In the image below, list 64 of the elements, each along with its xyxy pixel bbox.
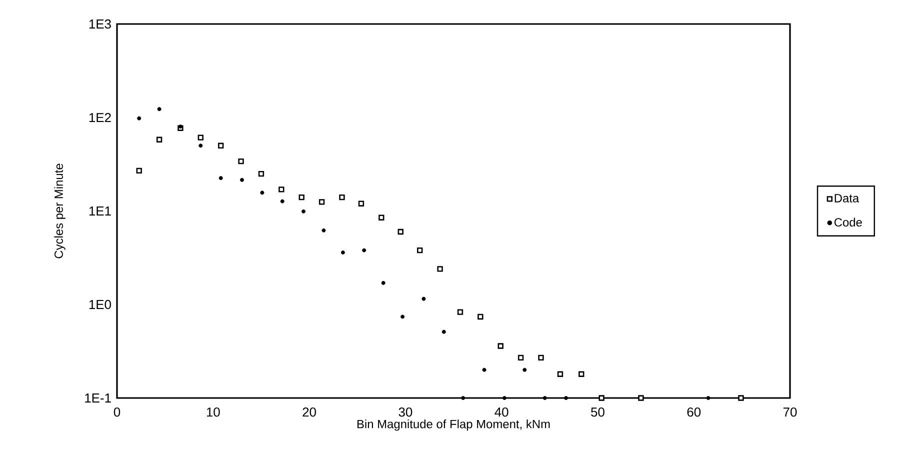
point [198, 144, 203, 148]
legend-label: Code [834, 218, 862, 227]
point [564, 396, 568, 400]
x-tick-label: 30 [398, 407, 412, 417]
point [362, 248, 366, 252]
point [157, 107, 162, 112]
point [240, 178, 244, 182]
y-tick-label: 1E1 [89, 206, 111, 216]
point [522, 368, 527, 372]
point [238, 158, 244, 164]
point [378, 214, 384, 220]
point [478, 314, 484, 320]
point [260, 190, 264, 195]
point [706, 396, 710, 400]
x-tick-label: 60 [687, 407, 701, 417]
point [137, 116, 142, 120]
point [502, 396, 506, 400]
point [398, 228, 404, 235]
y-tick-label: 1E2 [89, 112, 111, 122]
point [557, 371, 564, 377]
x-tick-label: 40 [494, 407, 508, 417]
point [339, 194, 345, 200]
point [542, 396, 547, 400]
point [218, 142, 224, 148]
point [278, 186, 284, 192]
point [280, 199, 284, 204]
x-tick-label: 0 [114, 407, 120, 417]
y-tick-label: 1E3 [89, 19, 111, 29]
point [498, 343, 504, 349]
point [417, 247, 423, 254]
point [322, 228, 326, 232]
y-axis-title: Cycles per Minute [54, 164, 66, 258]
point [198, 134, 204, 140]
point [538, 354, 544, 361]
point [738, 395, 744, 401]
point [136, 168, 142, 174]
x-tick-label: 50 [591, 407, 604, 417]
point [461, 396, 466, 400]
y-tick-label: 1E0 [89, 300, 111, 310]
x-tick-label: 70 [783, 407, 797, 417]
point [381, 280, 386, 285]
point [598, 395, 604, 401]
point [422, 296, 426, 301]
point [457, 309, 464, 315]
x-tick-label: 10 [206, 407, 220, 417]
legend-label: Data [834, 194, 860, 202]
point [358, 200, 364, 206]
point [156, 136, 162, 142]
point [302, 209, 306, 214]
point [482, 368, 486, 372]
x-tick-label: 20 [302, 407, 316, 417]
point [218, 176, 223, 180]
point [400, 314, 405, 319]
point [578, 371, 584, 377]
x-axis-title: Bin Magnitude of Flap Moment, kNm [357, 420, 550, 431]
point [318, 199, 325, 205]
point [518, 354, 524, 361]
point [258, 170, 264, 177]
y-tick-label: 1E-1 [85, 394, 111, 402]
point [298, 194, 304, 200]
point [340, 250, 345, 254]
point [442, 330, 446, 334]
point [437, 266, 443, 272]
point [638, 395, 644, 401]
